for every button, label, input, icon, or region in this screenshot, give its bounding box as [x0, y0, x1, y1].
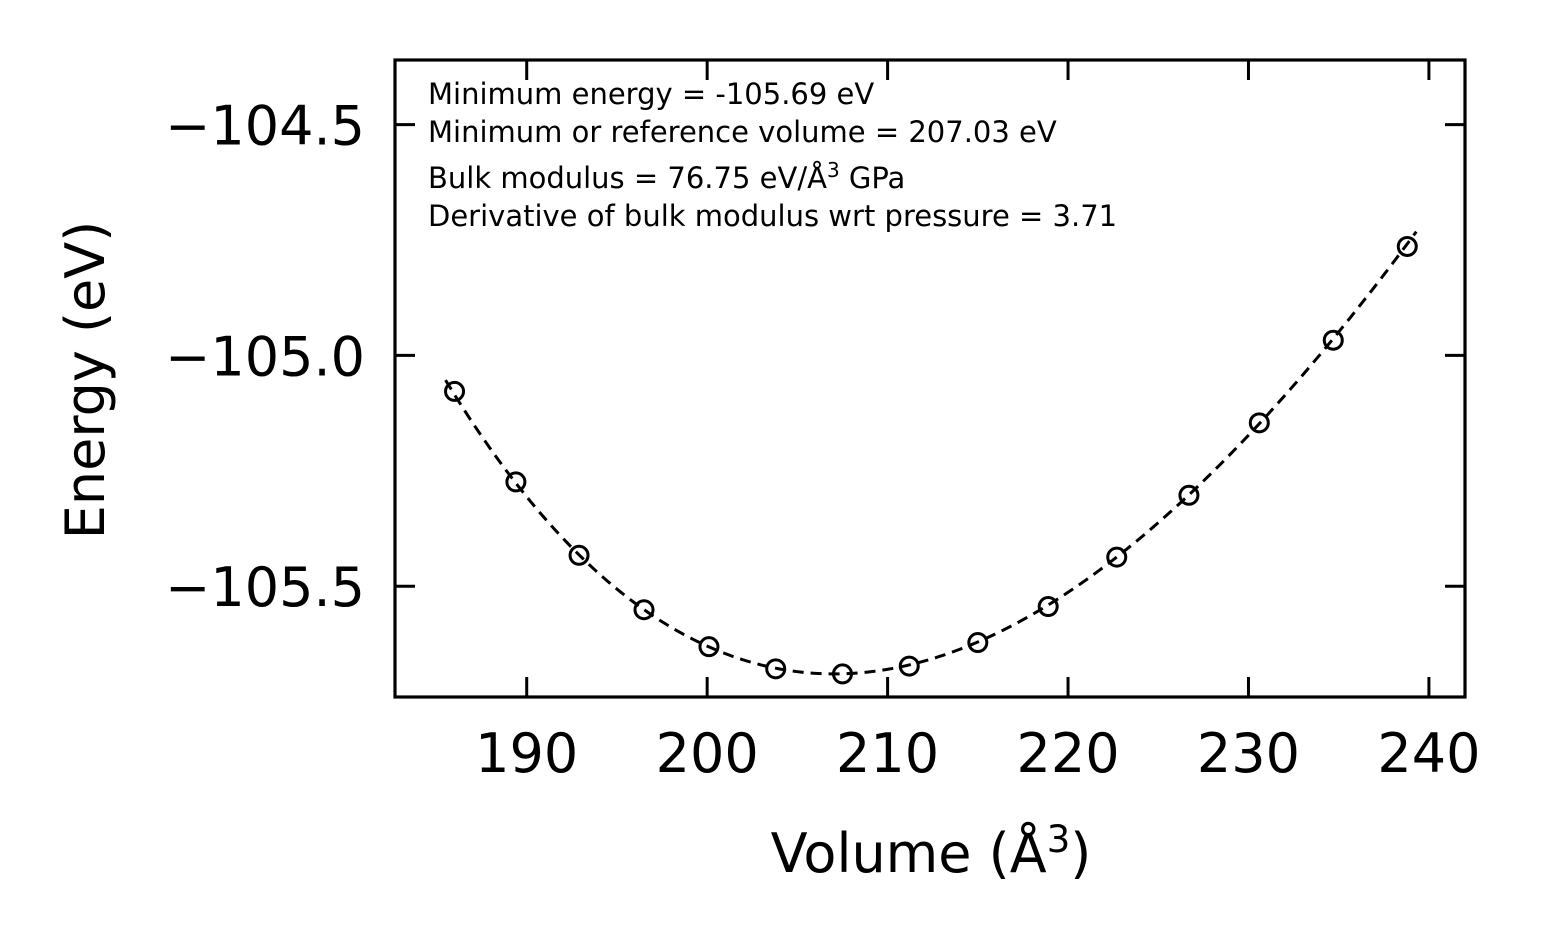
x-axis-label-text: Volume (Å — [771, 821, 1047, 885]
y-axis-label: Energy (eV) — [54, 221, 117, 540]
x-tick-label: 200 — [656, 722, 759, 785]
y-tick-label: −105.0 — [165, 325, 365, 388]
x-axis-ticks: 190 200 210 220 230 240 — [475, 60, 1480, 785]
x-axis-label-sup: 3 — [1047, 818, 1071, 861]
x-tick-label: 230 — [1197, 722, 1300, 785]
annotation-min-energy: Minimum energy = -105.69 eV — [428, 77, 874, 111]
x-axis-label-close: ) — [1070, 822, 1091, 885]
data-point — [568, 544, 590, 566]
y-tick-label: −104.5 — [165, 95, 365, 158]
annotation-bulk-modulus: Bulk modulus = 76.75 eV/Å3 GPa — [428, 158, 905, 195]
data-point — [831, 663, 853, 685]
x-axis-label: Volume (Å3) — [771, 818, 1092, 885]
data-points — [444, 235, 1418, 685]
y-tick-label: −105.5 — [165, 556, 365, 619]
fit-curve-line — [444, 230, 1418, 676]
y-axis-ticks: −104.5 −105.0 −105.5 — [165, 95, 1465, 619]
data-point — [898, 655, 920, 677]
data-point — [1248, 412, 1270, 434]
data-point — [1037, 596, 1059, 618]
plot-frame — [393, 58, 1467, 699]
data-point — [765, 658, 787, 680]
data-point — [698, 636, 720, 658]
data-point — [633, 599, 655, 621]
annotation-min-volume: Minimum or reference volume = 207.03 eV — [428, 115, 1057, 149]
x-tick-label: 220 — [1016, 722, 1119, 785]
data-point — [1178, 484, 1200, 506]
x-tick-label: 190 — [475, 722, 578, 785]
annotation-bulk-modulus-tail: GPa — [840, 161, 906, 195]
annotation-bulk-modulus-derivative: Derivative of bulk modulus wrt pressure … — [428, 199, 1117, 233]
data-point — [967, 632, 989, 654]
data-point — [1322, 329, 1344, 351]
x-tick-label: 240 — [1377, 722, 1480, 785]
data-point — [1396, 235, 1418, 257]
data-point — [444, 380, 466, 402]
annotation-bulk-modulus-sup: 3 — [827, 158, 840, 182]
annotation-box: Minimum energy = -105.69 eV Minimum or r… — [428, 77, 1117, 233]
x-tick-label: 210 — [836, 722, 939, 785]
data-point — [505, 471, 527, 493]
data-point — [1106, 546, 1128, 568]
annotation-bulk-modulus-text: Bulk modulus = 76.75 eV/Å — [428, 161, 827, 195]
